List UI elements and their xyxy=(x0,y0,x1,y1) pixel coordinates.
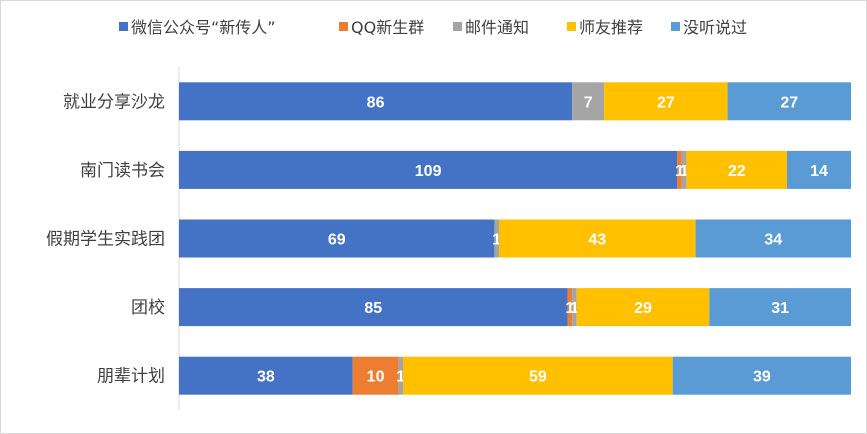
bar-segment xyxy=(567,288,573,327)
data-label: 27 xyxy=(657,94,675,111)
data-label: 7 xyxy=(584,94,593,111)
data-label: 1 xyxy=(565,300,574,317)
legend-label: QQ新生群 xyxy=(351,18,424,37)
data-label: 69 xyxy=(328,232,346,249)
bar-segment xyxy=(677,150,682,189)
category-label: 就业分享沙龙 xyxy=(63,92,165,112)
data-label: 10 xyxy=(367,369,385,386)
bar-segment xyxy=(572,82,605,121)
bar-segment xyxy=(681,150,687,189)
bar-segment xyxy=(179,150,678,189)
bar-segment xyxy=(604,82,728,121)
bar-segment xyxy=(787,150,851,189)
data-label: 85 xyxy=(364,300,382,317)
data-label: 29 xyxy=(634,300,652,317)
bar-segment xyxy=(352,356,399,395)
data-label: 31 xyxy=(771,300,789,317)
bar-segment xyxy=(572,288,577,327)
bar-segment xyxy=(709,288,851,327)
legend-swatch xyxy=(339,22,348,31)
legend-label: 师友推荐 xyxy=(579,18,643,37)
data-label: 1 xyxy=(492,232,501,249)
legend: 微信公众号“新传人” QQ新生群 邮件通知 师友推荐 没听说过 xyxy=(119,18,747,37)
bar-segment xyxy=(672,356,851,395)
bar-segment xyxy=(403,356,673,395)
legend-swatch xyxy=(453,22,462,31)
legend-label: 微信公众号“新传人” xyxy=(131,18,276,37)
category-label: 南门读书会 xyxy=(80,161,165,181)
bar-segment xyxy=(695,219,851,258)
bar-segment xyxy=(727,82,851,121)
data-label: 39 xyxy=(753,369,771,386)
data-label: 1 xyxy=(675,163,684,180)
data-label: 1 xyxy=(680,163,689,180)
data-label: 59 xyxy=(529,369,547,386)
bar-segment xyxy=(576,288,710,327)
bar-segment xyxy=(499,219,696,258)
bar-segment xyxy=(179,219,495,258)
data-label: 1 xyxy=(570,300,579,317)
bar-segment xyxy=(398,356,403,395)
data-label: 22 xyxy=(728,163,746,180)
legend-swatch xyxy=(567,22,576,31)
bar-segment xyxy=(179,356,353,395)
bar-segment xyxy=(686,150,787,189)
data-label: 86 xyxy=(367,94,385,111)
legend-label: 没听说过 xyxy=(683,18,747,37)
bar-segment xyxy=(494,219,499,258)
category-label: 团校 xyxy=(131,298,165,318)
data-label: 27 xyxy=(780,94,798,111)
data-label: 1 xyxy=(396,369,405,386)
data-label: 38 xyxy=(257,369,275,386)
bar-segment xyxy=(179,288,568,327)
category-label: 朋辈计划 xyxy=(97,367,165,387)
legend-swatch xyxy=(671,22,680,31)
bar-segment xyxy=(179,82,573,121)
category-label: 假期学生实践团 xyxy=(46,230,165,250)
data-label: 14 xyxy=(810,163,828,180)
data-label: 109 xyxy=(415,163,442,180)
legend-swatch xyxy=(119,22,128,31)
data-label: 34 xyxy=(764,232,782,249)
legend-label: 邮件通知 xyxy=(465,18,529,37)
data-label: 43 xyxy=(588,232,606,249)
